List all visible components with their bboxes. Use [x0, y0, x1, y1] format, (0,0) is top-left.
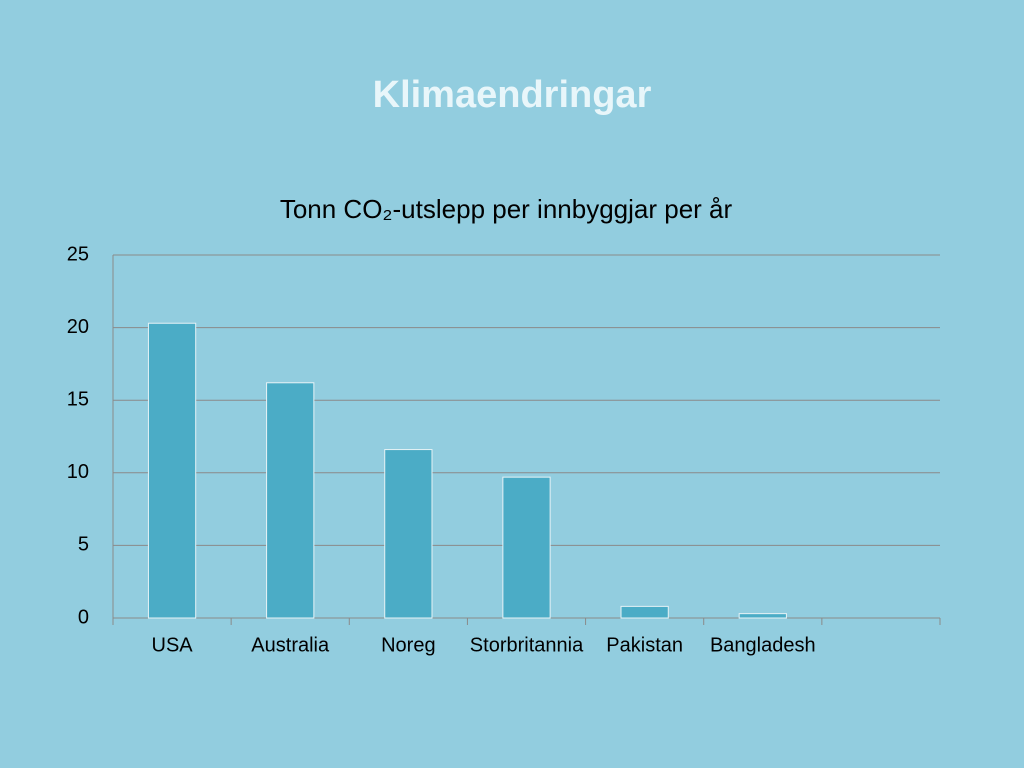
x-tick-label: USA [152, 634, 194, 656]
bar [266, 382, 315, 619]
y-tick-label: 15 [67, 388, 89, 410]
chart-title: Tonn CO₂-utslepp per innbyggjar per år [280, 194, 733, 224]
bar [502, 476, 551, 619]
bar [384, 449, 433, 619]
y-tick-label: 20 [67, 316, 89, 338]
x-tick-label: Australia [251, 634, 330, 656]
slide-title: Klimaendringar [373, 74, 652, 116]
x-tick-label: Bangladesh [710, 634, 816, 656]
x-tick-label: Noreg [381, 634, 435, 656]
y-tick-label: 5 [78, 534, 89, 556]
y-tick-label: 0 [78, 606, 89, 628]
x-tick-label: Pakistan [606, 634, 683, 656]
y-tick-label: 10 [67, 461, 89, 483]
bar [147, 322, 197, 619]
y-tick-label: 25 [67, 243, 89, 265]
bar [620, 605, 669, 619]
bar [738, 613, 787, 619]
x-tick-label: Storbritannia [470, 634, 584, 656]
